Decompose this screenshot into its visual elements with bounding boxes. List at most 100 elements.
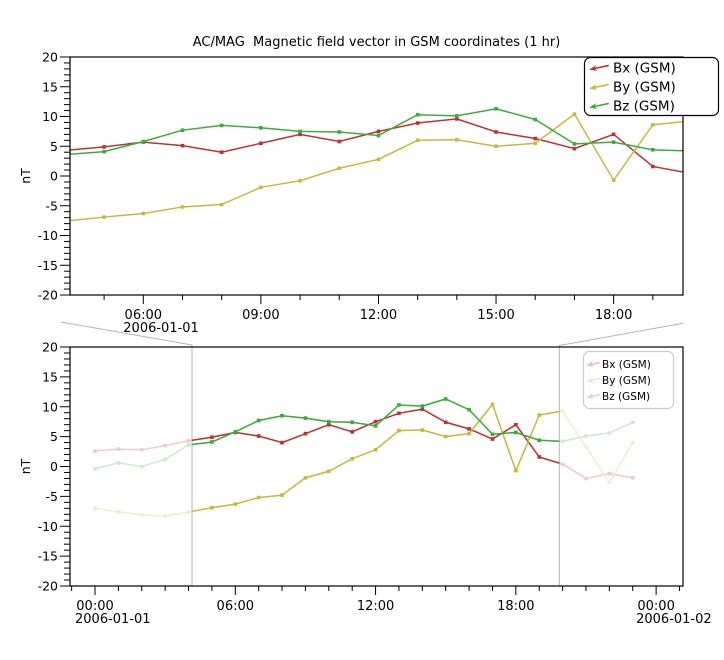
y-tick-label: 20 — [42, 340, 58, 355]
series-by-marker — [533, 141, 538, 146]
series-bx-line — [70, 118, 683, 173]
legend-line-sample — [586, 376, 601, 383]
series-bx-marker — [607, 471, 612, 476]
series-group — [24, 106, 694, 222]
series-bz-marker — [63, 153, 67, 157]
series-bz-marker — [327, 419, 331, 424]
series-bz-marker — [572, 142, 577, 146]
series-bx-marker — [24, 153, 28, 157]
series-bz-marker — [443, 397, 448, 401]
series-bz-marker — [467, 407, 471, 412]
series-by-line — [70, 113, 683, 222]
series-bz-marker — [560, 439, 565, 444]
y-tick-label: 0 — [50, 459, 58, 474]
series-by-marker — [259, 185, 263, 190]
x-tick-label: 12:00 — [357, 599, 394, 614]
series-by-marker — [163, 514, 167, 518]
series-by-marker — [350, 456, 354, 461]
context-panel: -20 -15 -10 -5 0 5 10 15 20 nT 00:00 06:00 12:00 18:0… — [18, 340, 712, 628]
series-by-marker — [141, 211, 146, 216]
series-bx-marker — [303, 431, 308, 436]
detail-plot-frame[interactable] — [69, 56, 684, 296]
x-tick-label: 18:00 — [595, 308, 632, 323]
y-axis[interactable]: -20 -15 -10 -5 0 5 10 15 20 — [38, 50, 70, 303]
y-axis-label: nT — [18, 458, 33, 474]
zoom-region-indicator — [60, 321, 684, 586]
series-bx-marker — [163, 443, 167, 448]
series-by-marker — [397, 428, 401, 433]
series-by-marker — [303, 476, 308, 480]
series-bx-marker — [180, 143, 185, 148]
series-group-faded — [93, 397, 635, 518]
series-by-marker — [116, 510, 121, 514]
legend-line-sample — [586, 392, 601, 399]
series-by-marker — [690, 119, 694, 123]
series-bz-marker — [584, 434, 588, 438]
series-bx-marker — [690, 172, 694, 176]
series-bx-marker — [210, 435, 214, 440]
series-bx-marker — [651, 164, 655, 169]
legend-label-bz: Bz (GSM) — [613, 98, 675, 114]
zoom-connector-right — [559, 322, 684, 346]
series-bz-marker — [303, 416, 308, 420]
series-by-marker — [186, 510, 191, 514]
series-group-selected — [192, 397, 560, 513]
series-bx-marker — [93, 449, 97, 453]
x-tick-label: 09:00 — [242, 308, 279, 323]
y-tick-label: -5 — [46, 198, 58, 213]
context-legend[interactable]: Bx (GSM) By (GSM) Bz (GSM) — [582, 350, 675, 410]
chart-title: AC/MAG Magnetic field vector in GSM coor… — [193, 35, 561, 50]
series-bz-marker — [630, 420, 635, 425]
series-by-marker — [139, 513, 144, 517]
y-tick-label: 10 — [42, 399, 58, 414]
series-bx-marker — [280, 440, 284, 445]
y-tick-label: 0 — [50, 169, 58, 184]
series-bz-marker — [420, 404, 425, 408]
series-bx-marker — [219, 150, 224, 154]
series-bz-marker — [337, 130, 342, 134]
y-tick-label: -20 — [38, 579, 58, 594]
series-by-marker — [467, 431, 471, 436]
x-tick-label: 18:00 — [497, 599, 534, 614]
series-bz-marker — [651, 148, 655, 152]
series-bx-marker — [630, 476, 635, 480]
series-bz-marker — [373, 424, 378, 428]
series-bz-marker — [455, 114, 459, 118]
series-bx-marker — [420, 407, 425, 411]
series-bz-marker — [219, 123, 224, 128]
series-by-marker — [219, 202, 224, 207]
series-by-marker — [572, 112, 577, 116]
series-bx-marker — [186, 439, 191, 443]
series-by-marker — [327, 469, 331, 474]
series-by-marker — [233, 502, 238, 506]
legend-label-by: By (GSM) — [602, 375, 651, 387]
series-bx-marker — [537, 455, 542, 459]
legend-label-bx: Bx (GSM) — [613, 60, 676, 76]
series-bx-marker — [494, 130, 498, 134]
context-plot-frame[interactable] — [69, 346, 684, 587]
y-tick-label: 20 — [42, 50, 58, 65]
series-bz-marker — [514, 430, 518, 435]
x-tick-label: 00:00 — [637, 599, 674, 614]
legend-line-sample — [589, 102, 609, 109]
series-by-marker — [93, 506, 97, 511]
y-tick-label: -10 — [38, 519, 58, 534]
series-bx-marker — [514, 422, 518, 427]
series-bz-marker — [350, 420, 354, 425]
series-bx-marker — [455, 117, 459, 121]
detail-legend[interactable]: Bx (GSM) By (GSM) Bz (GSM) — [583, 56, 720, 117]
series-bx-marker — [443, 420, 448, 425]
y-tick-label: -5 — [46, 489, 58, 504]
series-by-marker — [298, 178, 302, 183]
series-bx-marker — [572, 146, 577, 151]
series-bz-marker — [210, 440, 214, 444]
y-axis[interactable]: -20 -15 -10 -5 0 5 10 15 20 — [38, 340, 70, 594]
x-axis[interactable]: 06:00 09:00 12:00 15:00 18:00 2006-01-01 — [103, 295, 654, 336]
detail-panel: -20 -15 -10 -5 0 5 10 15 20 nT 06:00 09:00 12:00 15:0… — [18, 50, 720, 336]
series-by-marker — [420, 428, 425, 432]
series-bz-marker — [280, 413, 284, 418]
y-tick-label: 5 — [50, 429, 58, 444]
series-bz-marker — [259, 126, 263, 130]
series-bz-marker — [415, 112, 420, 117]
